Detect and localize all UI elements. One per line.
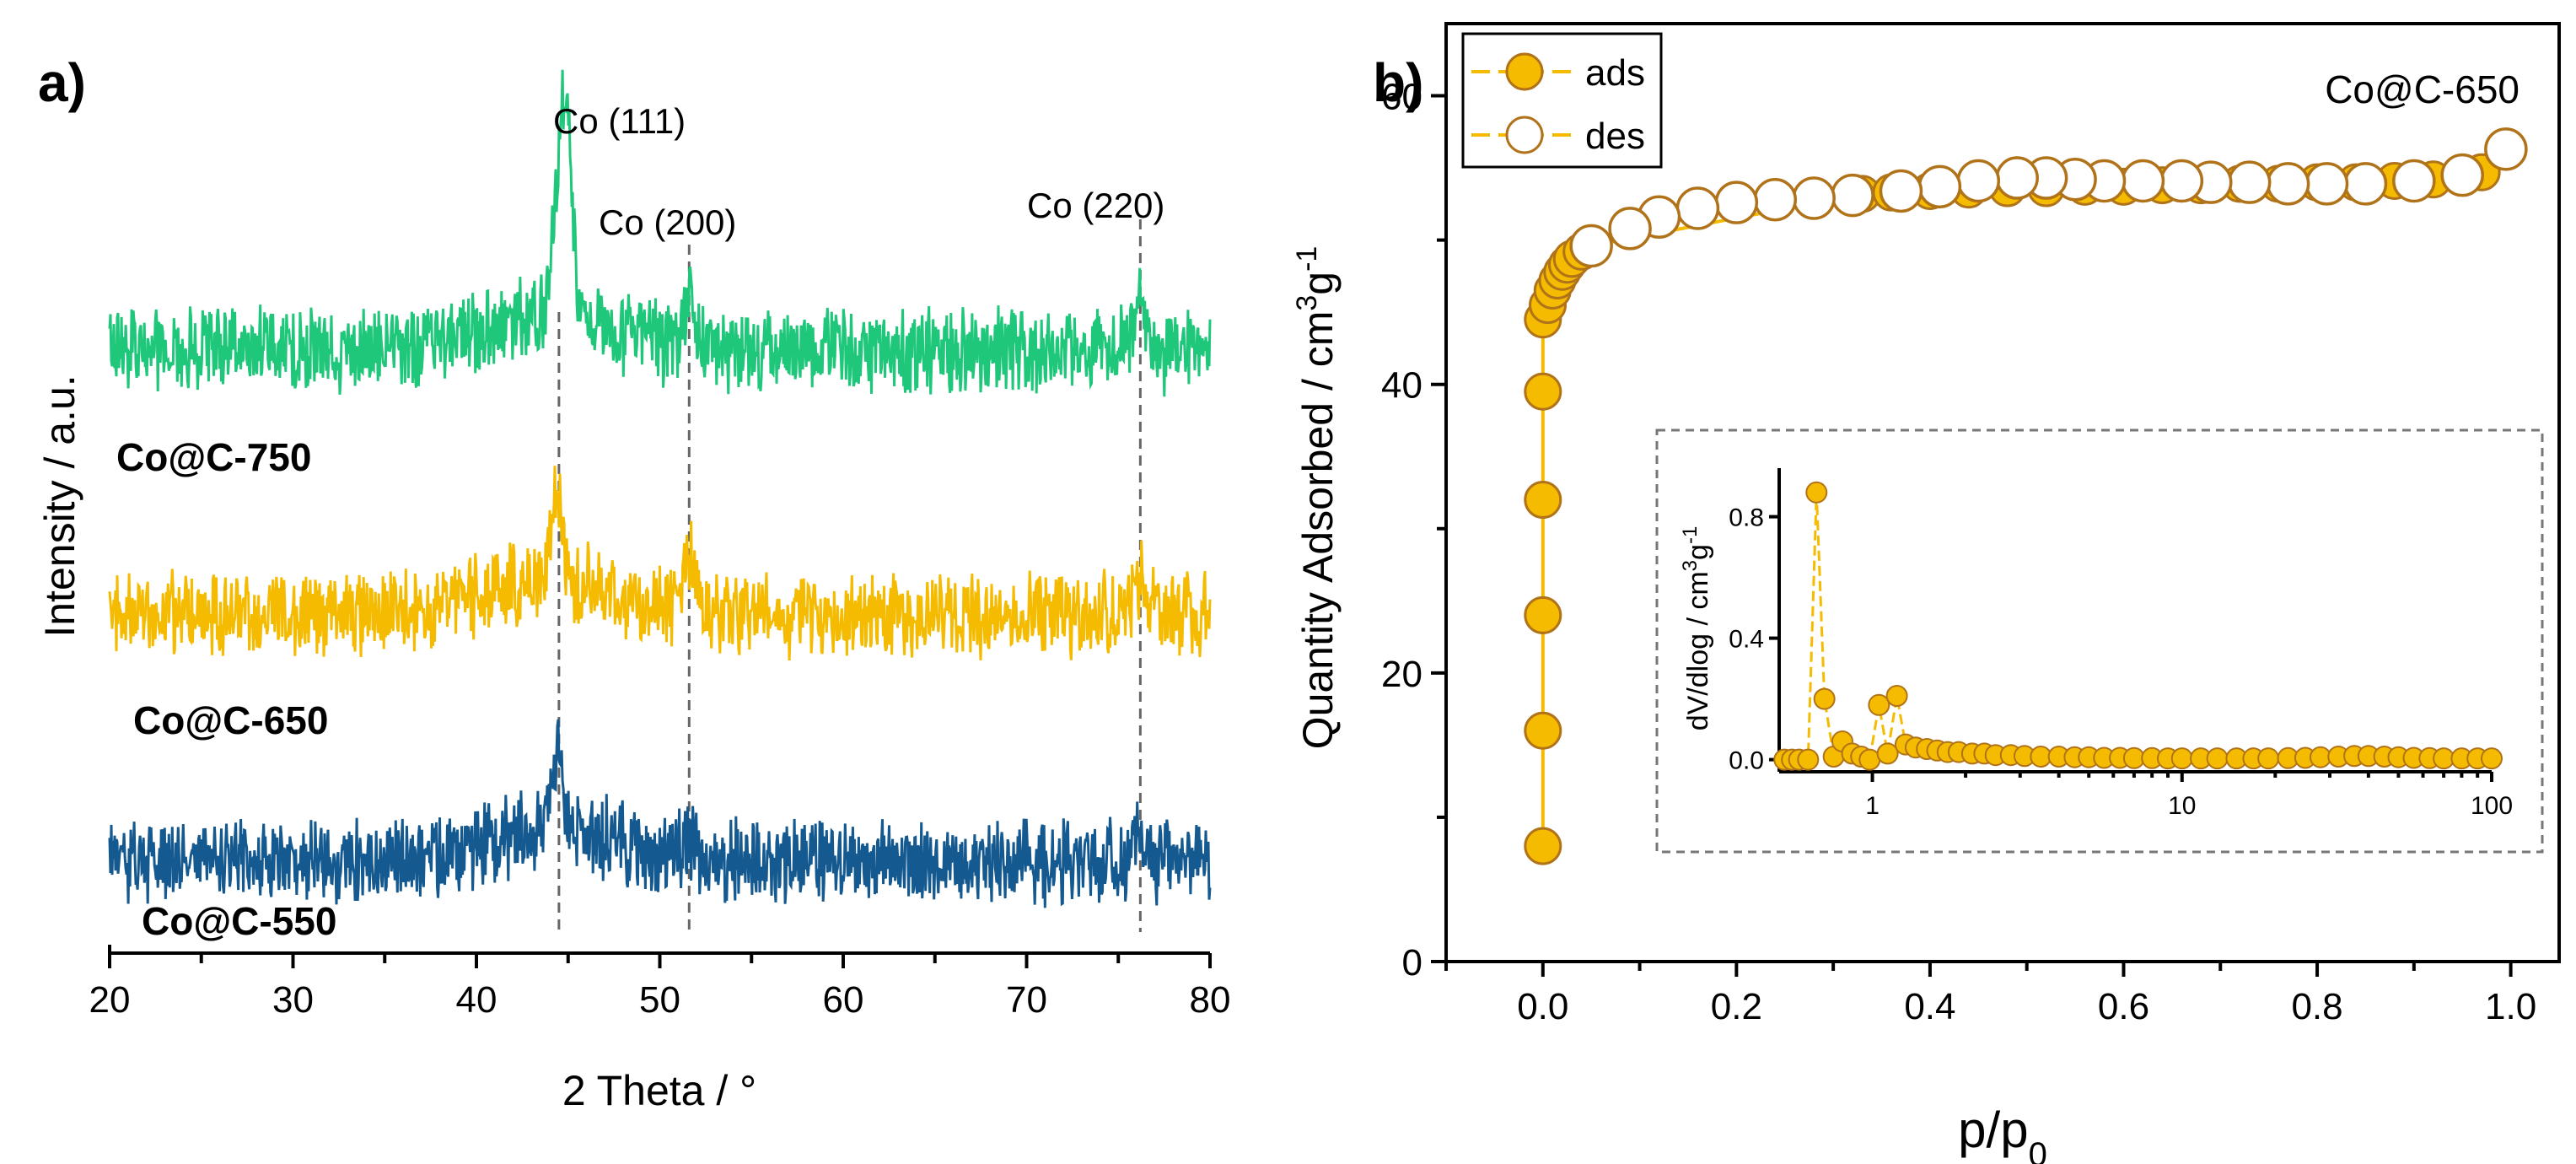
- panel-a-y-axis-title: Intensity / a.u.: [36, 375, 83, 637]
- legend-des-label: des: [1585, 116, 1645, 157]
- ads-point: [1524, 711, 1562, 750]
- inset-point: [2170, 747, 2193, 770]
- des-point: [2343, 162, 2388, 206]
- des-point: [2304, 162, 2349, 206]
- xrd-series-group: [108, 69, 1212, 908]
- des-point: [2266, 162, 2310, 206]
- des-point: [1917, 164, 1962, 209]
- panel-b-x-tick-label: 0.6: [2098, 986, 2149, 1027]
- inset-x-tick-label: 1: [1865, 792, 1880, 820]
- inset-point: [1813, 687, 1836, 710]
- inset-dashed-frame: [1655, 428, 2544, 854]
- inset-point: [1868, 693, 1890, 716]
- panel-a-x-axis-title: 2 Theta / °: [562, 1067, 756, 1114]
- panel-b-label: b): [1373, 52, 1423, 113]
- panel-b-x-tick-label: 0.4: [1904, 986, 1955, 1027]
- pore-size-inset: 1 10 100 0.0 0.4 0.8 dV/dlog / cm3g-1: [1655, 428, 2544, 854]
- panel-a-xrd-chart: a) 20 30 40 50 60 70 80 Co (111) Co (200) Co (…: [36, 52, 1230, 1114]
- inset-y-tick-label: 0.4: [1729, 626, 1764, 654]
- panel-b-ticks: 0.0 0.2 0.4 0.6 0.8 1.0 0 20 40 60: [1381, 77, 2536, 1027]
- ads-point: [1524, 481, 1562, 520]
- peak-label-co111: Co (111): [553, 101, 686, 141]
- des-point: [1792, 176, 1836, 220]
- panel-b-x-tick-label: 1.0: [2485, 986, 2536, 1027]
- panel-a-label: a): [38, 52, 86, 113]
- inset-point: [1885, 685, 1908, 707]
- peak-label-co220: Co (220): [1027, 186, 1164, 225]
- xrd-pattern-line: [108, 719, 1212, 908]
- panel-b-y-tick-label: 0: [1402, 942, 1422, 983]
- des-point: [1753, 177, 1798, 222]
- panel-a-x-tick-label: 20: [89, 979, 131, 1021]
- des-point: [2121, 159, 2165, 203]
- panel-a-x-tick-label: 80: [1190, 979, 1231, 1021]
- des-point: [1831, 173, 1874, 218]
- inset-point: [1805, 481, 1828, 504]
- panel-b-sample-title: Co@C-650: [2325, 67, 2520, 111]
- legend-ads-marker: [1505, 52, 1544, 91]
- des-point: [1675, 186, 1720, 230]
- isotherm-series-group: [1524, 127, 2528, 865]
- panel-a-x-tick-label: 40: [456, 979, 497, 1021]
- panel-b-y-tick-label: 40: [1381, 365, 1422, 407]
- des-point: [2484, 127, 2528, 171]
- panel-a-x-tick-label: 30: [272, 979, 314, 1021]
- inset-y-tick-label: 0.8: [1729, 504, 1764, 532]
- ads-point: [1524, 372, 1562, 411]
- inset-point: [1797, 748, 1820, 771]
- legend-des-marker: [1505, 116, 1544, 154]
- xrd-pattern-line: [108, 69, 1212, 397]
- legend-box: [1461, 32, 1663, 169]
- panel-a-x-tick-label: 50: [639, 979, 680, 1021]
- inset-point: [1876, 742, 1899, 765]
- panel-b-y-tick-label: 60: [1381, 77, 1422, 118]
- inset-x-tick-label: 10: [2168, 792, 2196, 820]
- des-point: [1714, 181, 1759, 224]
- peak-label-co200: Co (200): [599, 202, 736, 242]
- panel-b-x-tick-label: 0.8: [2291, 986, 2342, 1027]
- inset-distribution-line: [1784, 492, 2492, 762]
- inset-y-tick-label: 0.0: [1729, 747, 1764, 775]
- des-point: [1956, 159, 2001, 203]
- legend-ads-label: ads: [1585, 52, 1645, 94]
- des-point: [1879, 169, 1923, 213]
- panel-b-y-axis-title: Quantity Adsorbed / cm3g-1: [1291, 246, 1342, 750]
- des-point: [1608, 207, 1652, 251]
- inset-point: [2206, 747, 2229, 770]
- panel-a-x-ticks: 20 30 40 50 60 70 80: [89, 953, 1231, 1021]
- ads-point: [1524, 595, 1562, 634]
- series-label-co-c-650: Co@C-650: [133, 698, 328, 742]
- inset-point: [2257, 747, 2280, 770]
- panel-b-plot-frame: [1444, 22, 2561, 963]
- des-point: [2227, 160, 2272, 204]
- legend: ads des: [1461, 32, 1663, 169]
- ads-point: [1524, 827, 1562, 865]
- panel-a-x-tick-label: 60: [823, 979, 864, 1021]
- panel-b-x-tick-label: 0.2: [1711, 986, 1762, 1027]
- series-label-co-c-550: Co@C-550: [142, 899, 336, 943]
- series-label-co-c-750: Co@C-750: [116, 435, 311, 479]
- panel-b-x-tick-label: 0.0: [1517, 986, 1568, 1027]
- panel-a-x-tick-label: 70: [1006, 979, 1047, 1021]
- inset-point: [2481, 747, 2503, 770]
- des-point: [2159, 159, 2204, 203]
- des-point: [1569, 224, 1613, 268]
- des-point: [2440, 153, 2484, 197]
- panel-b-isotherm-chart: b) 0.0 0.2 0.4 0.6 0.8 1.0 0 20 40 60 Co@C-650 ad…: [1291, 22, 2561, 1164]
- panel-b-y-tick-label: 20: [1381, 654, 1422, 695]
- panel-b-x-axis-title: p/p0: [1958, 1102, 2047, 1164]
- inset-x-tick-label: 100: [2471, 792, 2513, 820]
- xrd-pattern-line: [108, 466, 1212, 661]
- des-point: [1995, 156, 2039, 200]
- panel-a-axes: [108, 945, 1210, 955]
- des-point: [2392, 159, 2436, 203]
- inset-y-axis-title: dV/dlog / cm3g-1: [1679, 526, 1715, 731]
- inset-content: 1 10 100 0.0 0.4 0.8: [1729, 468, 2513, 820]
